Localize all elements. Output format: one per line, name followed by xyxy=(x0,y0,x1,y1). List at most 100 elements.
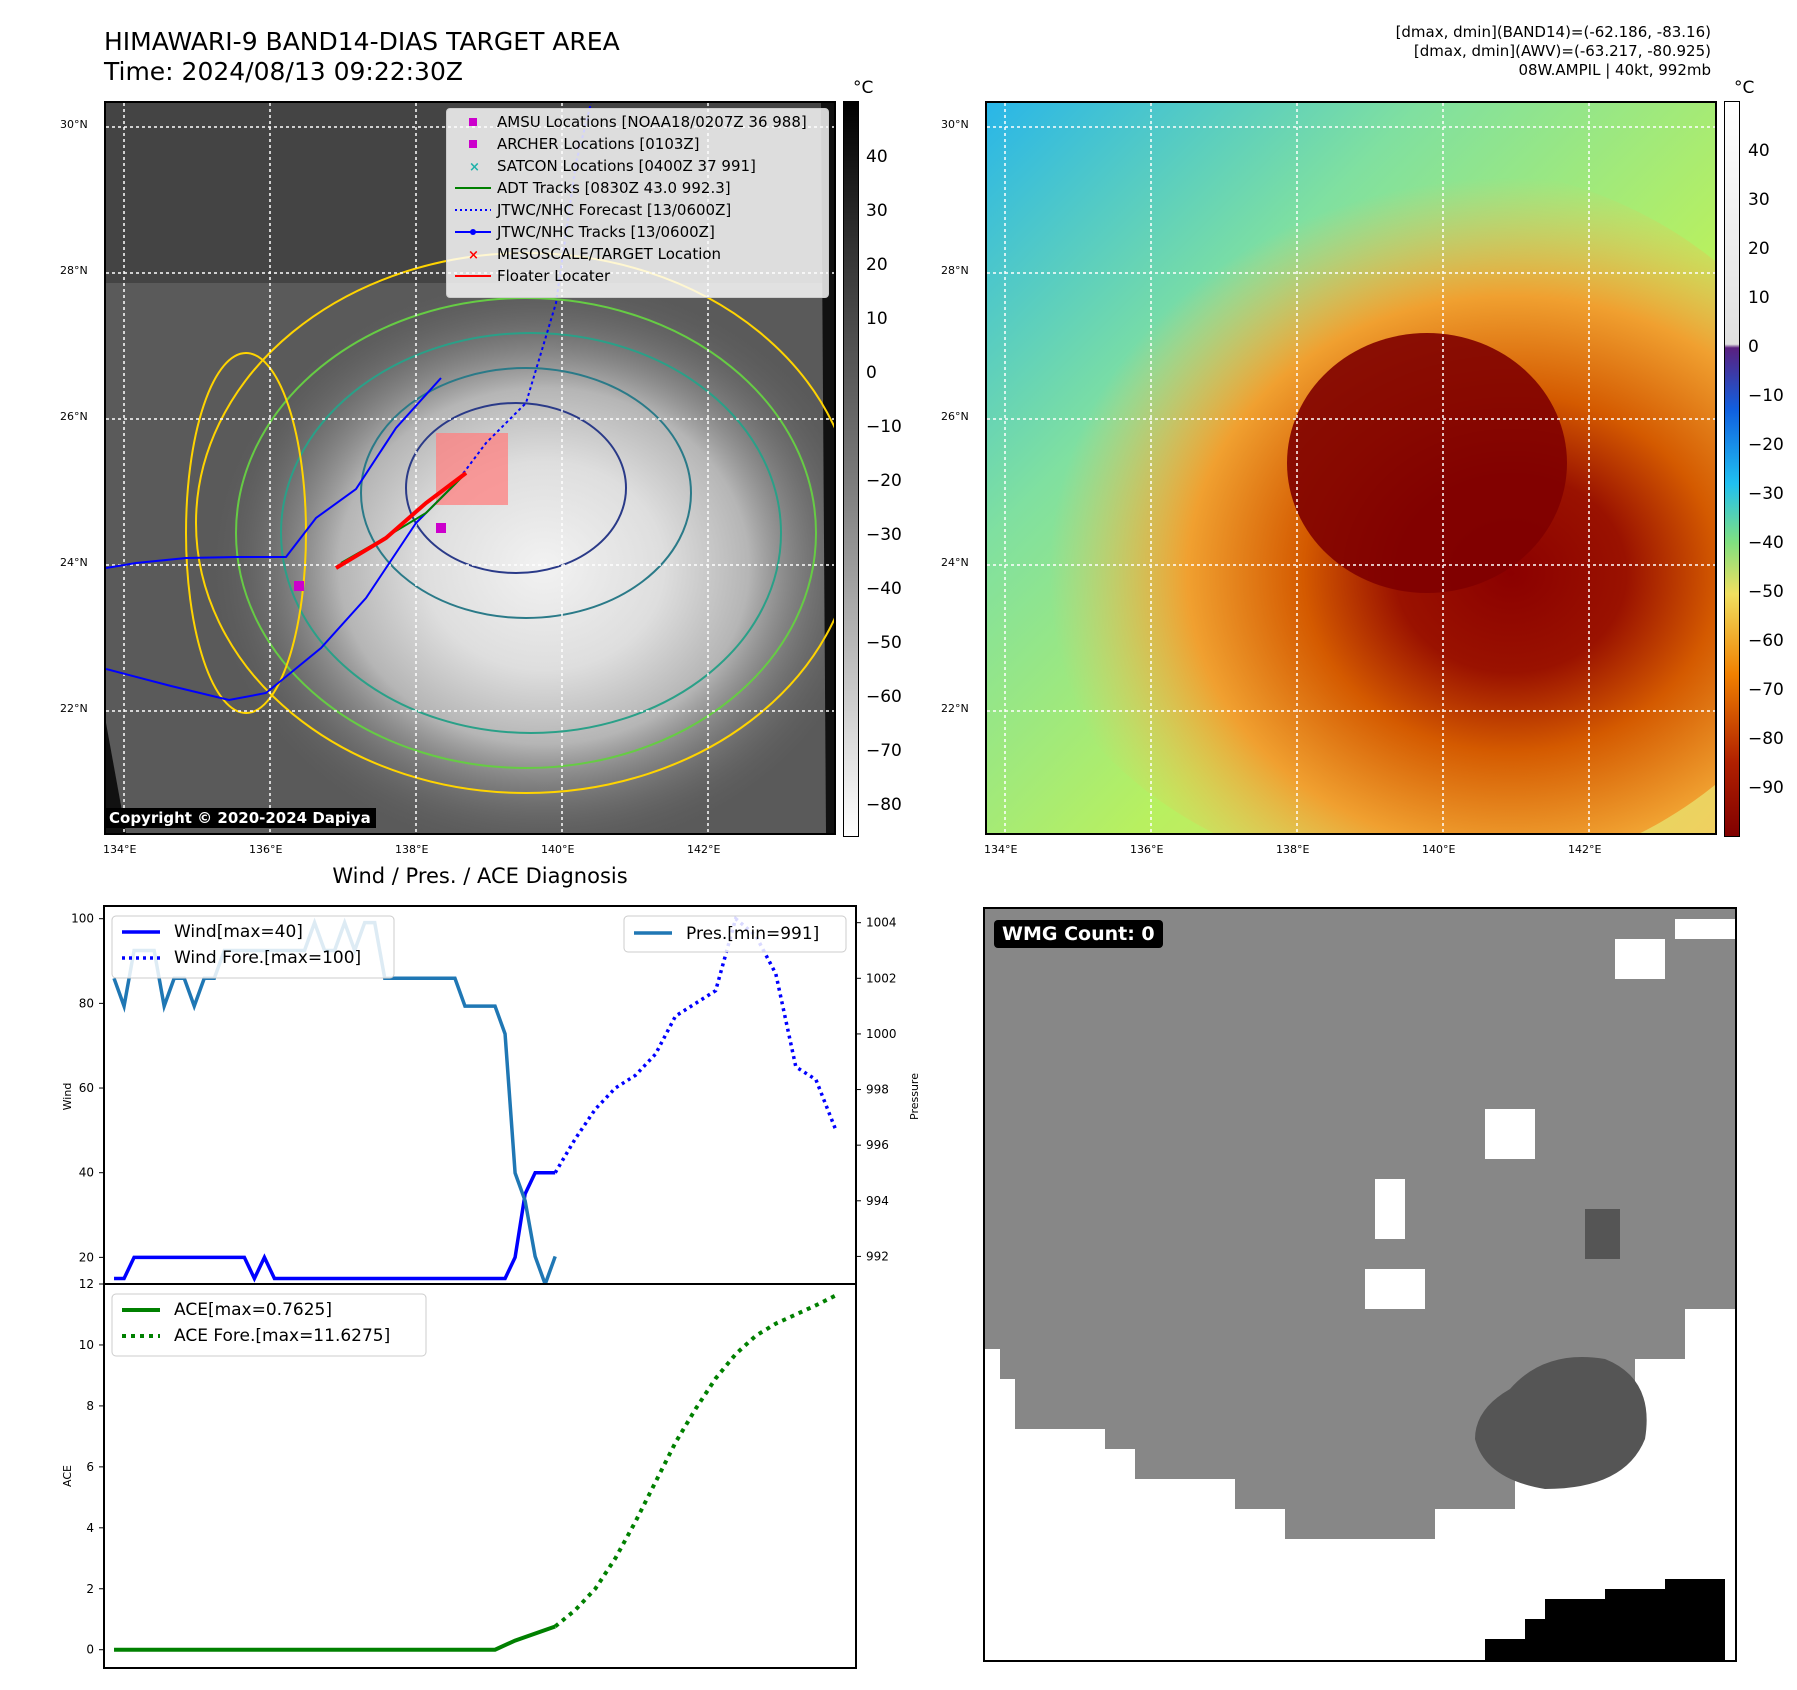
wmg-image xyxy=(985,909,1735,1660)
ace-ytick-label-4: 8 xyxy=(86,1399,94,1413)
awv-lon-label-136: 136°E xyxy=(1130,843,1164,856)
ace-legend-label: ACE[max=0.7625] xyxy=(174,1300,332,1320)
copyright-label: Copyright © 2020-2024 Dapiya xyxy=(104,808,376,828)
pres-ytick-label-0: 992 xyxy=(866,1249,889,1263)
colorbar-right-unit: °C xyxy=(1734,78,1755,98)
storm-info-line: 08W.AMPIL | 40kt, 992mb xyxy=(1518,61,1711,79)
awv-map-panel xyxy=(985,101,1717,835)
cbr-tick-9: −50 xyxy=(1748,582,1784,602)
pres-ytick-label-3: 998 xyxy=(866,1083,889,1097)
ace-series-0 xyxy=(114,1624,556,1652)
range-info-line2: [dmax, dmin](AWV)=(-63.217, -80.925) xyxy=(1413,42,1711,60)
map-legend: AMSU Locations [NOAA18/0207Z 36 988] ARC… xyxy=(446,108,829,298)
cbl-tick-10: −60 xyxy=(866,687,902,707)
range-info-line1: [dmax, dmin](BAND14)=(-62.186, -83.16) xyxy=(1395,23,1711,41)
lat-label-22: 22°N xyxy=(60,702,88,715)
wind-series-0 xyxy=(114,1170,556,1283)
cbl-tick-11: −70 xyxy=(866,741,902,761)
ace-ytick-label-2: 4 xyxy=(86,1521,94,1535)
colorbar-left-unit: °C xyxy=(853,78,874,98)
cbr-tick-3: 10 xyxy=(1748,288,1770,308)
cbr-tick-5: −10 xyxy=(1748,386,1784,406)
awv-lat-label-28: 28°N xyxy=(941,264,969,277)
cbl-tick-12: −80 xyxy=(866,795,902,815)
wind-fore-legend-label: Wind Fore.[max=100] xyxy=(174,948,361,968)
cbl-tick-3: 10 xyxy=(866,309,888,329)
cbr-tick-2: 20 xyxy=(1748,239,1770,259)
legend-amsu: AMSU Locations [NOAA18/0207Z 36 988] xyxy=(497,113,807,131)
colorbar-left xyxy=(843,101,859,837)
pres-ylabel: Pressure xyxy=(908,1073,921,1120)
legend-jtwc-tracks: JTWC/NHC Tracks [13/0600Z] xyxy=(497,223,715,241)
cbl-tick-5: −10 xyxy=(866,417,902,437)
awv-map-image xyxy=(987,103,1715,833)
pres-ytick-label-2: 996 xyxy=(866,1138,889,1152)
svg-text:×: × xyxy=(469,160,480,172)
pres-legend-box xyxy=(623,915,847,953)
wind-series-1 xyxy=(553,915,838,1174)
legend-archer: ARCHER Locations [0103Z] xyxy=(497,135,700,153)
ace-ytick-label-3: 6 xyxy=(86,1460,94,1474)
pres-ytick-label-4: 1000 xyxy=(866,1027,897,1041)
cbl-tick-1: 30 xyxy=(866,201,888,221)
legend-mesoscale: MESOSCALE/TARGET Location xyxy=(497,245,722,263)
lon-label-134: 134°E xyxy=(103,843,137,856)
legend-adt: ADT Tracks [0830Z 43.0 992.3] xyxy=(497,179,731,197)
wind-legend-box xyxy=(111,915,395,979)
pres-ytick-label-1: 994 xyxy=(866,1194,889,1208)
lon-label-142: 142°E xyxy=(687,843,721,856)
cbr-tick-12: −80 xyxy=(1748,729,1784,749)
cbl-tick-0: 40 xyxy=(866,147,888,167)
ace-ytick-label-0: 0 xyxy=(86,1643,94,1657)
cbr-tick-10: −60 xyxy=(1748,631,1784,651)
awv-lon-label-142: 142°E xyxy=(1568,843,1602,856)
wind-ytick-label-2: 60 xyxy=(79,1081,94,1095)
lat-label-30: 30°N xyxy=(60,118,88,131)
figure-title-line1: HIMAWARI-9 BAND14-DIAS TARGET AREA xyxy=(104,27,620,56)
lon-label-138: 138°E xyxy=(395,843,429,856)
wmg-count-label: WMG Count: 0 xyxy=(994,920,1163,948)
figure-title-line2: Time: 2024/08/13 09:22:30Z xyxy=(104,57,463,86)
cbl-tick-9: −50 xyxy=(866,633,902,653)
ace-ytick-label-6: 12 xyxy=(79,1278,94,1291)
pres-legend-label: Pres.[min=991] xyxy=(686,924,819,944)
legend-jtwc-forecast: JTWC/NHC Forecast [13/0600Z] xyxy=(497,201,732,219)
ace-series-1 xyxy=(553,1293,837,1629)
lon-label-140: 140°E xyxy=(541,843,575,856)
lon-label-136: 136°E xyxy=(249,843,283,856)
pres-ytick-label-5: 1002 xyxy=(866,971,897,985)
awv-lon-label-140: 140°E xyxy=(1422,843,1456,856)
wind-pressure-chart: 20 40 60 80 100 992 994 996 998 1000 1002 1004 Wind P… xyxy=(61,905,921,1285)
legend-floater: Floater Locater xyxy=(497,267,611,285)
svg-text:×: × xyxy=(468,248,479,260)
ace-legend-box xyxy=(111,1293,427,1357)
lat-label-28: 28°N xyxy=(60,264,88,277)
wind-ytick-label-1: 40 xyxy=(79,1166,94,1180)
awv-lat-label-24: 24°N xyxy=(941,556,969,569)
cbr-tick-8: −40 xyxy=(1748,533,1784,553)
lat-label-24: 24°N xyxy=(60,556,88,569)
cbl-tick-6: −20 xyxy=(866,471,902,491)
ace-ytick-label-1: 2 xyxy=(86,1582,94,1596)
cbl-tick-7: −30 xyxy=(866,525,902,545)
cbl-tick-8: −40 xyxy=(866,579,902,599)
cbr-tick-11: −70 xyxy=(1748,680,1784,700)
awv-lat-label-22: 22°N xyxy=(941,702,969,715)
cbr-tick-13: −90 xyxy=(1748,778,1784,798)
ace-fore-legend-label: ACE Fore.[max=11.6275] xyxy=(174,1326,390,1346)
awv-lat-label-30: 30°N xyxy=(941,118,969,131)
cbr-tick-4: 0 xyxy=(1748,337,1759,357)
diagnosis-title: Wind / Pres. / ACE Diagnosis xyxy=(332,864,628,888)
wmg-panel xyxy=(983,907,1737,1662)
legend-satcon: SATCON Locations [0400Z 37 991] xyxy=(497,157,756,175)
cbr-tick-7: −30 xyxy=(1748,484,1784,504)
cbr-tick-6: −20 xyxy=(1748,435,1784,455)
pres-ytick-label-6: 1004 xyxy=(866,916,897,930)
cbr-tick-1: 30 xyxy=(1748,190,1770,210)
cbl-tick-4: 0 xyxy=(866,363,877,383)
cbl-tick-2: 20 xyxy=(866,255,888,275)
awv-lon-label-138: 138°E xyxy=(1276,843,1310,856)
wind-ytick-label-3: 80 xyxy=(79,996,94,1010)
awv-lon-label-134: 134°E xyxy=(984,843,1018,856)
ace-chart: 0 2 4 6 8 10 12 ACE ACE[max=0.7625] ACE Fore.[max… xyxy=(61,1278,857,1669)
